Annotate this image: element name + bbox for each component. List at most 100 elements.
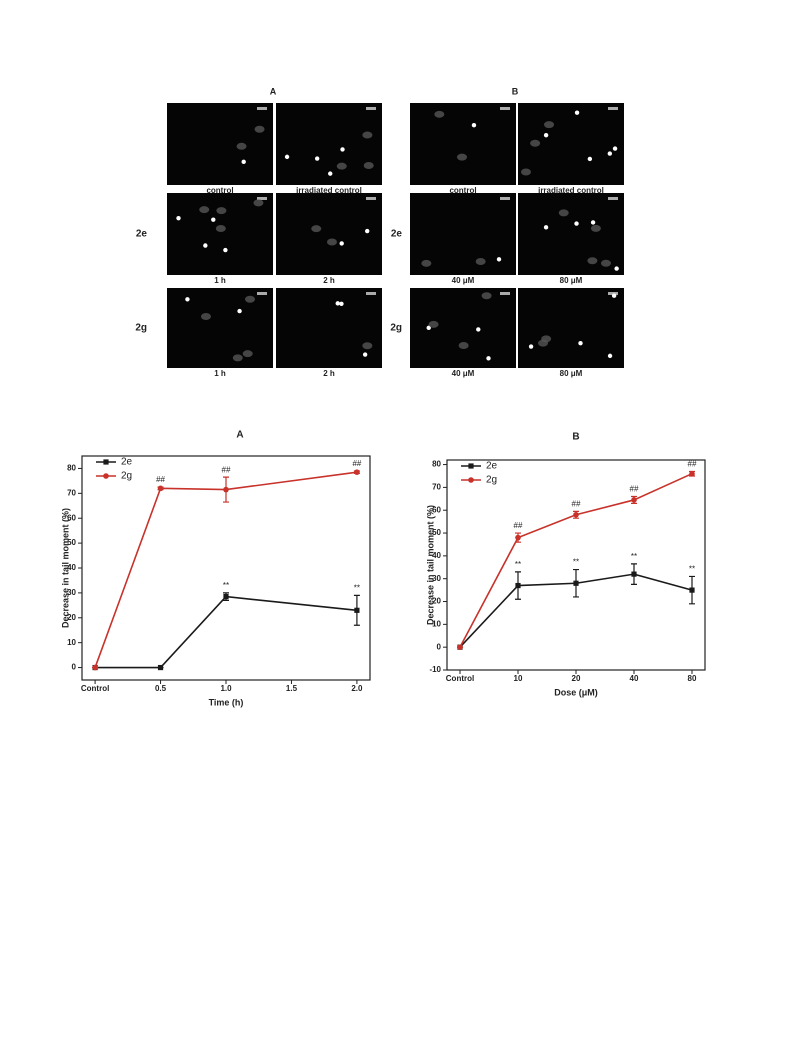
micrograph: [167, 193, 273, 275]
comet: [578, 341, 583, 346]
y-tick-label: 80: [67, 464, 76, 473]
row-label: 2g: [135, 323, 147, 334]
comet: [607, 353, 613, 359]
comet: [543, 132, 549, 138]
comet: [200, 312, 211, 320]
comet: [245, 295, 256, 303]
x-tick-label: 20: [572, 674, 581, 683]
data-point: [354, 607, 360, 613]
comet: [434, 110, 445, 118]
data-point: [223, 594, 229, 600]
comet: [216, 207, 227, 215]
comet: [574, 110, 580, 115]
caption: irradiated control: [538, 186, 604, 195]
data-point: [92, 664, 98, 671]
y-tick-label: 10: [432, 619, 441, 628]
comet: [471, 122, 477, 128]
micrograph: [276, 103, 382, 185]
scale-bar: [257, 107, 267, 110]
comet: [336, 162, 347, 170]
comet: [590, 220, 596, 225]
micrograph: [276, 193, 382, 275]
comet: [211, 217, 216, 222]
comet: [340, 147, 345, 152]
comet: [314, 156, 320, 161]
comet: [236, 142, 247, 150]
row-label: 2e: [136, 229, 148, 240]
series-line: [95, 595, 357, 669]
caption: 2 h: [323, 276, 335, 285]
comet: [475, 258, 486, 266]
comet: [587, 257, 598, 265]
caption: 1 h: [214, 369, 226, 378]
comet: [456, 153, 467, 161]
scale-bar: [500, 107, 510, 110]
x-axis-label: Time (h): [209, 697, 244, 707]
comet: [541, 335, 552, 343]
y-tick-label: 80: [432, 460, 441, 469]
comet: [241, 159, 246, 165]
comet: [176, 215, 181, 221]
y-axis-label: Decrease in tail moment (%): [60, 508, 70, 628]
scale-bar: [366, 107, 376, 110]
comet: [476, 327, 481, 332]
comet: [215, 225, 226, 233]
scale-bar: [257, 292, 267, 295]
significance-label: **: [515, 560, 521, 569]
scale-bar: [257, 197, 267, 200]
caption: control: [449, 186, 476, 195]
data-point: [573, 580, 579, 586]
comet: [611, 293, 617, 298]
comet: [232, 354, 243, 362]
y-tick-label: 0: [437, 642, 442, 651]
comet: [496, 257, 502, 262]
y-tick-label: 40: [67, 563, 76, 572]
x-tick-label: 10: [514, 674, 523, 683]
caption: 80 μM: [560, 369, 583, 378]
series-line: [94, 471, 358, 668]
significance-label: **: [689, 565, 695, 574]
x-tick-label: 1.5: [286, 684, 298, 693]
significance-label: **: [573, 558, 579, 567]
comet: [486, 356, 491, 361]
y-tick-label: -10: [429, 665, 441, 674]
scale-bar: [366, 197, 376, 200]
y-tick-label: 30: [67, 588, 76, 597]
micrograph: [410, 288, 516, 368]
data-point: [157, 485, 164, 492]
scale-bar: [608, 197, 618, 200]
legend-marker: [103, 459, 109, 465]
y-tick-label: 50: [67, 538, 76, 547]
comet: [481, 292, 492, 300]
data-point: [457, 644, 463, 650]
scale-bar: [500, 197, 510, 200]
y-tick-label: 10: [67, 638, 76, 647]
panel-label: B: [512, 86, 519, 96]
data-point: [631, 571, 637, 577]
comet: [254, 125, 265, 133]
comet: [426, 325, 431, 331]
y-tick-label: 30: [432, 574, 441, 583]
comet: [326, 238, 337, 246]
data-point: [689, 470, 695, 477]
comet: [600, 259, 611, 267]
micrograph: [518, 288, 624, 368]
x-tick-label: 2.0: [351, 684, 363, 693]
comet: [185, 297, 190, 302]
y-tick-label: 50: [432, 528, 441, 537]
comet: [199, 206, 210, 214]
caption: 40 μM: [452, 369, 475, 378]
data-point: [515, 534, 521, 541]
comet: [458, 341, 469, 349]
comet: [335, 301, 340, 306]
caption: 2 h: [323, 369, 335, 378]
comet: [614, 266, 619, 271]
comet: [363, 162, 374, 170]
comet: [528, 344, 534, 349]
legend-label: 2e: [486, 461, 498, 472]
y-tick-label: 20: [432, 597, 441, 606]
comet: [607, 151, 613, 156]
x-tick-label: 80: [688, 674, 697, 683]
comet: [574, 221, 579, 226]
legend-label: 2g: [486, 475, 497, 486]
